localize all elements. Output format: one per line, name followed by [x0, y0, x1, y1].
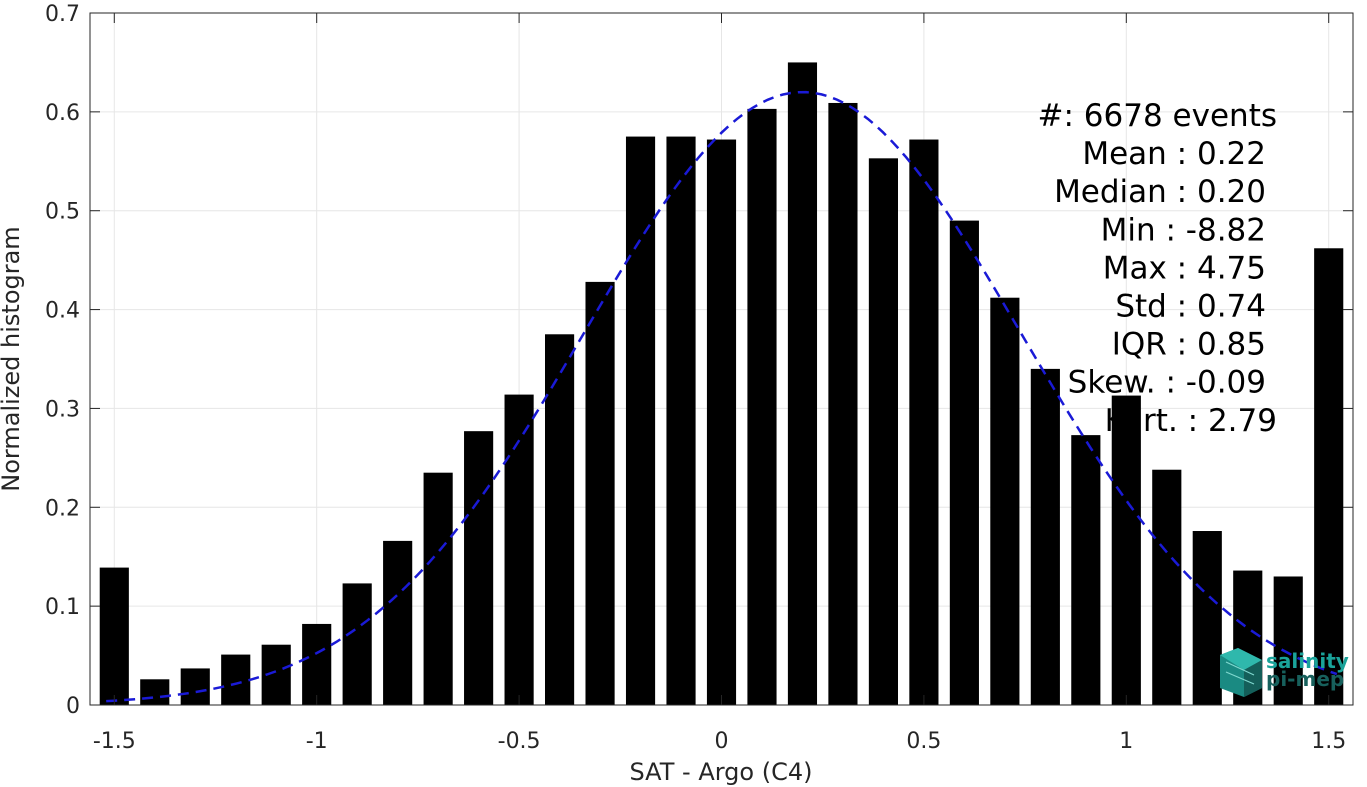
logo-text-line1: salinity	[1266, 649, 1349, 673]
stats-line-4: Max : 4.75	[1103, 250, 1266, 286]
y-tick-label-1: 0.1	[45, 595, 80, 620]
x-tick-label-2: -0.5	[498, 729, 541, 754]
bar-20	[909, 139, 939, 706]
stats-line-6: IQR : 0.85	[1112, 327, 1266, 363]
bar-5	[302, 623, 332, 705]
x-tick-label-3: 0	[715, 729, 729, 754]
bar-29	[1273, 576, 1303, 705]
bar-0	[99, 567, 129, 705]
bar-11	[545, 334, 575, 705]
bar-12	[585, 281, 615, 705]
histogram-bars	[99, 62, 1344, 706]
bar-22	[990, 297, 1020, 705]
x-tick-label-4: 0.5	[906, 729, 941, 754]
y-tick-label-2: 0.2	[45, 496, 80, 521]
bar-2	[180, 668, 210, 705]
gaussian-fit-curve	[106, 90, 1338, 703]
bar-25	[1111, 395, 1141, 705]
x-tick-label-0: -1.5	[93, 729, 136, 754]
bar-26	[1152, 469, 1182, 705]
bar-27	[1192, 531, 1222, 705]
bar-9	[464, 431, 494, 705]
bar-18	[828, 102, 858, 705]
stats-line-0: #: 6678 events	[1038, 98, 1277, 134]
y-tick-label-3: 0.3	[45, 397, 80, 422]
y-axis-label: Normalized histogram	[0, 226, 25, 491]
bar-19	[868, 158, 898, 705]
bar-1	[140, 679, 170, 705]
stats-line-2: Median : 0.20	[1054, 174, 1266, 210]
bar-10	[504, 394, 534, 705]
x-tick-label-6: 1.5	[1311, 729, 1346, 754]
y-tick-label-7: 0.7	[45, 2, 80, 27]
y-tick-label-0: 0	[66, 694, 80, 719]
bar-21	[949, 220, 979, 705]
bar-15	[706, 139, 737, 706]
bar-24	[1071, 435, 1101, 705]
bar-8	[423, 472, 453, 705]
x-axis-label: SAT - Argo (C4)	[630, 758, 813, 786]
stats-line-8: Kurt. : 2.79	[1105, 403, 1277, 439]
bar-6	[342, 583, 372, 705]
bar-7	[383, 540, 413, 705]
y-tick-label-6: 0.6	[45, 101, 80, 126]
y-axis-ticks: 0 0.1 0.2 0.3 0.4 0.5 0.6 0.7	[45, 2, 1353, 719]
y-tick-label-4: 0.4	[45, 299, 80, 324]
stats-line-1: Mean : 0.22	[1082, 136, 1266, 172]
bar-30	[1314, 248, 1344, 705]
stats-line-3: Min : -8.82	[1101, 212, 1266, 248]
bar-3	[221, 654, 251, 705]
logo-text-line2: pi-mep	[1266, 667, 1344, 691]
stats-line-5: Std : 0.74	[1115, 289, 1266, 325]
bar-16	[747, 108, 777, 706]
y-tick-label-5: 0.5	[45, 200, 80, 225]
x-tick-label-1: -1	[306, 729, 328, 754]
bar-17	[787, 62, 818, 705]
salinity-pi-mep-logo: salinity pi-mep	[1220, 648, 1349, 697]
bar-14	[666, 136, 696, 706]
bar-13	[625, 136, 656, 706]
x-tick-label-5: 1	[1119, 729, 1133, 754]
bar-23	[1030, 368, 1060, 705]
cube-logo-icon	[1220, 648, 1262, 697]
stats-line-7: Skew. : -0.09	[1068, 365, 1266, 401]
x-axis-ticks: -1.5 -1 -0.5 0 0.5 1 1.5	[93, 13, 1346, 754]
